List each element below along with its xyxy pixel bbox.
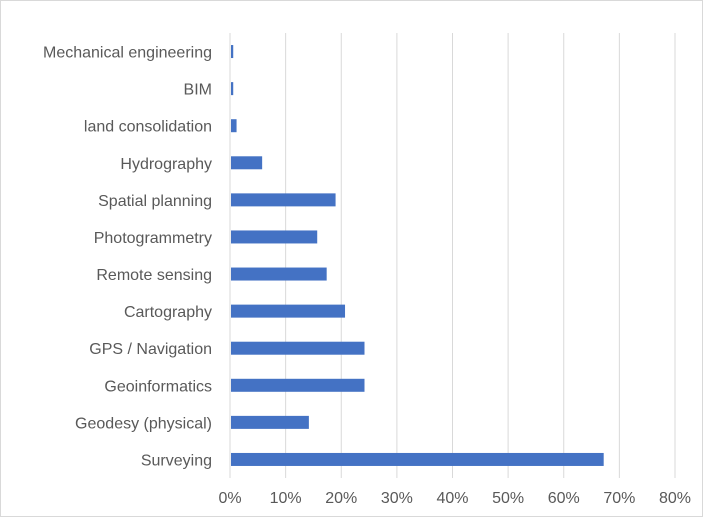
category-label: land consolidation: [84, 119, 212, 136]
category-label: BIM: [184, 82, 212, 99]
category-label: Spatial planning: [98, 193, 212, 210]
x-tick-label: 60%: [548, 490, 580, 507]
x-tick-label: 20%: [325, 490, 357, 507]
x-tick-label: 0%: [218, 490, 241, 507]
bar: [231, 341, 365, 355]
category-label: Geodesy (physical): [75, 415, 212, 432]
bar: [231, 267, 327, 281]
x-tick-label: 70%: [603, 490, 635, 507]
category-label: Remote sensing: [96, 267, 212, 284]
bar: [231, 230, 318, 244]
bar: [231, 415, 309, 429]
category-label: Geoinformatics: [104, 378, 212, 395]
gridlines: [285, 33, 676, 478]
bar: [231, 193, 336, 207]
bar: [231, 119, 237, 133]
x-tick-label: 10%: [270, 490, 302, 507]
x-tick-label: 80%: [659, 490, 691, 507]
category-label: Cartography: [124, 304, 212, 321]
bar: [231, 378, 365, 392]
x-tick-label: 50%: [492, 490, 524, 507]
bar: [231, 45, 234, 59]
x-tick-label: 40%: [436, 490, 468, 507]
bar: [231, 82, 234, 96]
x-tick-labels: 0% 10% 20% 30% 40% 50% 60% 70% 80%: [218, 490, 691, 507]
category-label: GPS / Navigation: [89, 341, 212, 358]
category-label: Surveying: [141, 452, 212, 469]
bars: [231, 45, 604, 466]
bar: [231, 452, 604, 466]
bar: [231, 304, 346, 318]
category-label: Photogrammetry: [94, 230, 212, 247]
bar: [231, 156, 263, 170]
category-label: Mechanical engineering: [43, 45, 212, 62]
x-tick-label: 30%: [381, 490, 413, 507]
category-label: Hydrography: [120, 156, 212, 173]
category-labels: Surveying Geodesy (physical) Geoinformatic…: [43, 45, 212, 470]
